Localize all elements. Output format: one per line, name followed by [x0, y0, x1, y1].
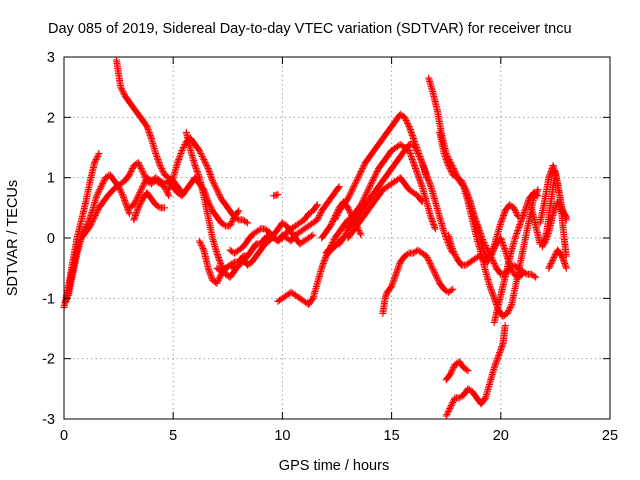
series-markers: [239, 219, 317, 269]
series-arc-12: [239, 219, 317, 269]
y-tick-label: 2: [47, 110, 55, 126]
series-arc-18: [335, 141, 430, 248]
x-tick-label: 25: [602, 428, 618, 444]
x-tick-label: 0: [60, 428, 68, 444]
series-markers: [130, 189, 168, 224]
series-arc-13: [270, 191, 282, 200]
y-tick-label: 1: [47, 171, 55, 187]
series-arc-19: [344, 174, 426, 242]
y-tick-labels: -3 -2 -1 0 1 2 3: [42, 50, 55, 428]
x-tick-label: 15: [384, 428, 400, 444]
series-markers: [490, 189, 542, 326]
x-tick-label: 10: [274, 428, 290, 444]
x-tick-labels: 0 5 10 15 20 25: [60, 428, 618, 444]
series-markers: [466, 198, 522, 263]
x-tick-label: 20: [493, 428, 509, 444]
series-arc-30: [538, 168, 570, 260]
x-axis-label: GPS time / hours: [279, 458, 389, 474]
series-markers: [322, 141, 439, 257]
data-series: [60, 56, 570, 420]
series-markers: [379, 246, 457, 317]
y-tick-label: -2: [42, 352, 55, 368]
chart-title: Day 085 of 2019, Sidereal Day-to-day VTE…: [48, 21, 572, 37]
series-arc-06: [130, 189, 168, 224]
y-tick-label: -3: [42, 412, 55, 428]
series-arc-24: [466, 198, 522, 263]
x-tick-label: 5: [169, 428, 177, 444]
y-tick-label: 0: [47, 231, 55, 247]
series-arc-25: [442, 358, 472, 384]
series-arc-26: [442, 322, 509, 420]
y-tick-label: 3: [47, 50, 55, 66]
series-arc-16: [322, 141, 439, 257]
y-axis-label: SDTVAR / TECUs: [5, 180, 21, 296]
series-arc-27: [490, 189, 542, 326]
series-markers: [545, 246, 570, 272]
series-arc-20: [379, 246, 457, 317]
series-arc-31: [545, 246, 570, 272]
series-markers: [335, 141, 430, 248]
tick-marks: [63, 56, 611, 420]
series-markers: [344, 174, 426, 242]
series-markers: [538, 168, 570, 260]
series-markers: [442, 358, 472, 384]
series-markers: [442, 322, 509, 420]
y-tick-label: -1: [42, 291, 55, 307]
series-markers: [270, 191, 282, 200]
